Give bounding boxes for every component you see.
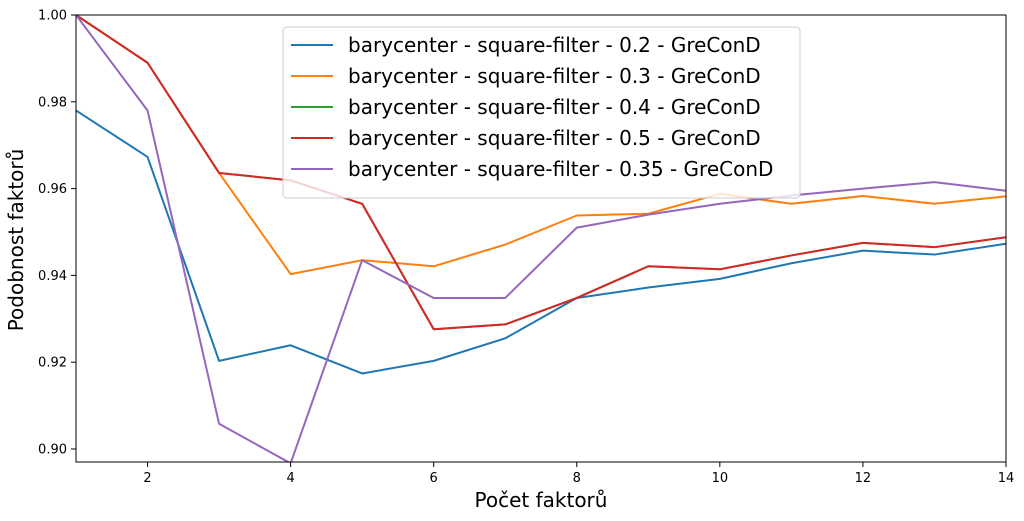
x-axis-ticks: 2 4 6 8 10 12 14: [143, 462, 1014, 486]
legend-label-1: barycenter - square-filter - 0.2 - GreCo…: [348, 33, 761, 57]
legend: barycenter - square-filter - 0.2 - GreCo…: [282, 26, 801, 199]
x-tick-label: 4: [286, 471, 294, 486]
x-axis-label: Počet faktorů: [475, 488, 608, 512]
x-tick-label: 8: [573, 471, 581, 486]
series-lines: [76, 15, 1006, 462]
legend-label-2: barycenter - square-filter - 0.3 - GreCo…: [348, 64, 761, 88]
y-tick-label: 0.90: [38, 442, 67, 457]
x-tick-label: 2: [143, 471, 151, 486]
plot-area: [75, 14, 1007, 463]
x-tick-label: 10: [712, 471, 729, 486]
series-line-4: [76, 15, 1006, 331]
series-line-5: [76, 15, 1006, 462]
axes-frame: [75, 14, 1007, 463]
y-tick-label: 1.00: [38, 9, 67, 24]
x-tick-label: 6: [430, 471, 438, 486]
legend-label-3: barycenter - square-filter - 0.4 - GreCo…: [348, 95, 761, 119]
y-tick-label: 0.92: [38, 356, 67, 371]
y-tick-label: 0.98: [38, 95, 67, 110]
x-tick-label: 12: [855, 471, 872, 486]
series-line-2: [76, 15, 1006, 276]
x-tick-label: 14: [998, 471, 1015, 486]
y-axis-label: Podobnost faktorů: [4, 149, 28, 332]
legend-label-4: barycenter - square-filter - 0.5 - GreCo…: [348, 126, 761, 150]
legend-box: [282, 26, 801, 199]
legend-label-5: barycenter - square-filter - 0.35 - GreC…: [348, 157, 773, 181]
series-line-1: [76, 109, 1006, 375]
y-axis-ticks: 0.90 0.92 0.94 0.96 0.98 1.00: [38, 9, 76, 457]
y-tick-label: 0.94: [38, 269, 67, 284]
y-tick-label: 0.96: [38, 182, 67, 197]
